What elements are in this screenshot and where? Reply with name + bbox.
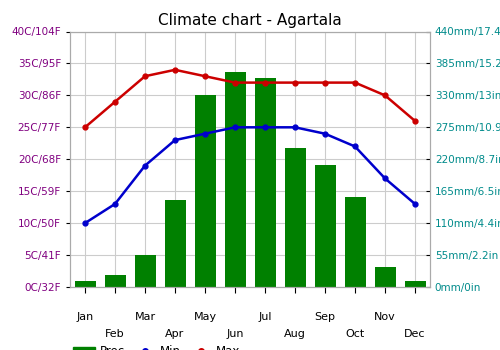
Bar (134, 255, 156, 287)
Legend: Prec, Min, Max: Prec, Min, Max (68, 341, 246, 350)
Text: Sep: Sep (314, 312, 336, 322)
Text: Apr: Apr (166, 329, 184, 339)
Bar (74, 281, 96, 287)
Bar (194, 95, 216, 287)
Bar (224, 72, 246, 287)
Text: Mar: Mar (134, 312, 156, 322)
Bar (374, 267, 396, 287)
Text: Feb: Feb (105, 329, 125, 339)
Bar (254, 78, 276, 287)
Bar (104, 275, 126, 287)
Bar (404, 281, 425, 287)
Title: Climate chart - Agartala: Climate chart - Agartala (158, 13, 342, 28)
Text: Nov: Nov (374, 312, 396, 322)
Text: Dec: Dec (404, 329, 426, 339)
Text: May: May (194, 312, 216, 322)
Bar (284, 148, 306, 287)
Bar (164, 200, 186, 287)
Text: Jun: Jun (226, 329, 244, 339)
Text: Jul: Jul (258, 312, 272, 322)
Text: Jan: Jan (76, 312, 94, 322)
Bar (314, 165, 336, 287)
Bar (344, 197, 366, 287)
Text: Oct: Oct (346, 329, 364, 339)
Text: Aug: Aug (284, 329, 306, 339)
